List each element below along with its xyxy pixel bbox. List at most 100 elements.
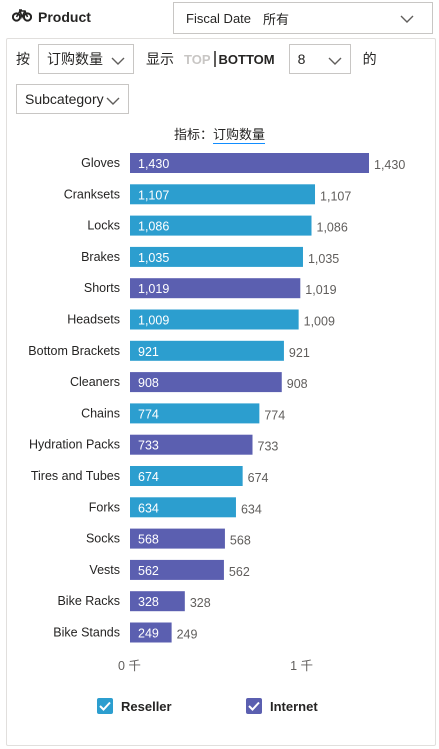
count-value: 8 [297, 51, 306, 67]
metric-value[interactable]: 订购数量 [213, 127, 266, 144]
bar-inner-value-label: 1,430 [138, 157, 169, 171]
bar-inner-value-label: 908 [138, 376, 159, 390]
header: Product [11, 6, 91, 28]
bar-inner-value-label: 921 [138, 345, 159, 359]
category-label: Bike Racks [57, 594, 120, 608]
bar-inner-value-label: 568 [138, 533, 159, 547]
bar-end-value-label: 674 [248, 471, 269, 485]
fiscal-date-filter[interactable]: Fiscal Date 所有 [173, 2, 433, 34]
bar-end-value-label: 774 [264, 408, 285, 422]
category-label: Forks [89, 500, 120, 514]
bar[interactable] [130, 340, 284, 361]
bar-end-value-label: 1,086 [317, 221, 348, 235]
category-label: Tires and Tubes [31, 469, 120, 483]
checkbox-icon[interactable] [97, 698, 113, 714]
bar[interactable] [130, 153, 369, 173]
bar-inner-value-label: 733 [138, 439, 159, 453]
bar[interactable] [130, 215, 312, 236]
bar-chart: Gloves 1,430 1,430 Cranksets 1,107 1,107 Locks… [28, 153, 405, 673]
x-tick-label: 1 千 [290, 659, 313, 673]
category-dropdown[interactable]: Subcategory [16, 84, 129, 114]
bar-end-value-label: 908 [287, 377, 308, 391]
category-value: Subcategory [25, 91, 104, 107]
toggle-divider [213, 51, 216, 67]
x-tick-label: 0 千 [118, 659, 141, 673]
fiscal-date-value: 所有 [263, 11, 290, 27]
bar-inner-value-label: 328 [138, 595, 159, 609]
bar-inner-value-label: 634 [138, 501, 159, 515]
legend-label-internet: Internet [270, 698, 318, 714]
category-label: Cranksets [64, 187, 120, 201]
bar[interactable] [130, 184, 316, 205]
bottom-toggle[interactable]: BOTTOM [218, 51, 275, 67]
bar[interactable] [130, 497, 236, 518]
bar-inner-value-label: 1,035 [138, 251, 169, 265]
bicycle-icon [11, 8, 33, 27]
bar-end-value-label: 1,107 [320, 189, 351, 203]
category-label: Locks [87, 219, 120, 233]
bar-inner-value-label: 1,107 [138, 188, 169, 202]
legend-item-reseller[interactable]: Reseller [97, 698, 172, 714]
bar[interactable] [130, 403, 260, 424]
chevron-down-icon [328, 53, 342, 69]
chevron-down-icon [400, 12, 414, 27]
bar-end-value-label: 733 [258, 440, 279, 454]
chevron-down-icon [111, 53, 125, 69]
category-label: Shorts [84, 281, 120, 295]
checkbox-icon[interactable] [246, 698, 262, 714]
category-label: Vests [89, 563, 120, 577]
metric-label: 指标： [173, 127, 213, 142]
category-label: Socks [86, 532, 120, 546]
bar[interactable] [130, 372, 282, 393]
chevron-down-icon [106, 93, 120, 109]
legend-label-reseller: Reseller [121, 698, 172, 714]
measure-value: 订购数量 [47, 51, 103, 67]
bar[interactable] [130, 528, 225, 549]
bar-end-value-label: 1,009 [304, 315, 335, 329]
bar-end-value-label: 568 [230, 534, 251, 548]
category-label: Headsets [67, 313, 120, 327]
bar-end-value-label: 1,035 [308, 252, 339, 266]
bar-inner-value-label: 1,086 [138, 220, 169, 234]
category-label: Cleaners [70, 375, 120, 389]
suffix-label: 的 [362, 51, 377, 67]
show-label: 显示 [146, 51, 174, 67]
category-label: Bike Stands [53, 626, 120, 640]
bar-end-value-label: 249 [177, 628, 198, 642]
category-label: Gloves [81, 156, 120, 170]
bar[interactable] [130, 622, 172, 643]
bar-inner-value-label: 1,009 [138, 314, 169, 328]
legend-item-internet[interactable]: Internet [246, 698, 318, 714]
measure-dropdown[interactable]: 订购数量 [38, 44, 134, 74]
bar-inner-value-label: 249 [138, 627, 159, 641]
bar[interactable] [130, 559, 224, 580]
topn-controls: 按 订购数量 显示 TOP BOTTOM 8 的 [16, 44, 377, 74]
bar-end-value-label: 562 [229, 565, 250, 579]
bar[interactable] [130, 309, 299, 330]
count-dropdown[interactable]: 8 [288, 44, 351, 74]
bar-end-value-label: 1,430 [374, 158, 405, 172]
bar[interactable] [130, 278, 301, 299]
category-label: Bottom Brackets [28, 344, 120, 358]
bar-end-value-label: 1,019 [305, 283, 336, 297]
bar[interactable] [130, 466, 243, 486]
bar-inner-value-label: 674 [138, 470, 159, 484]
fiscal-date-label: Fiscal Date [186, 10, 252, 26]
bar[interactable] [130, 434, 253, 455]
category-row: Subcategory [16, 84, 129, 114]
bar-inner-value-label: 774 [138, 407, 159, 421]
bar-inner-value-label: 1,019 [138, 282, 169, 296]
bar[interactable] [130, 246, 303, 267]
bar-end-value-label: 328 [190, 596, 211, 610]
panel-title: Product [38, 9, 91, 25]
category-label: Chains [81, 406, 120, 420]
bar-end-value-label: 634 [241, 502, 262, 516]
bar-inner-value-label: 562 [138, 564, 159, 578]
category-label: Hydration Packs [29, 438, 120, 452]
bar-end-value-label: 921 [289, 346, 310, 360]
metric-caption: 指标：订购数量 [0, 124, 439, 144]
by-label: 按 [16, 51, 30, 67]
bar[interactable] [130, 591, 185, 612]
category-label: Brakes [81, 250, 120, 264]
top-toggle[interactable]: TOP [184, 51, 211, 67]
